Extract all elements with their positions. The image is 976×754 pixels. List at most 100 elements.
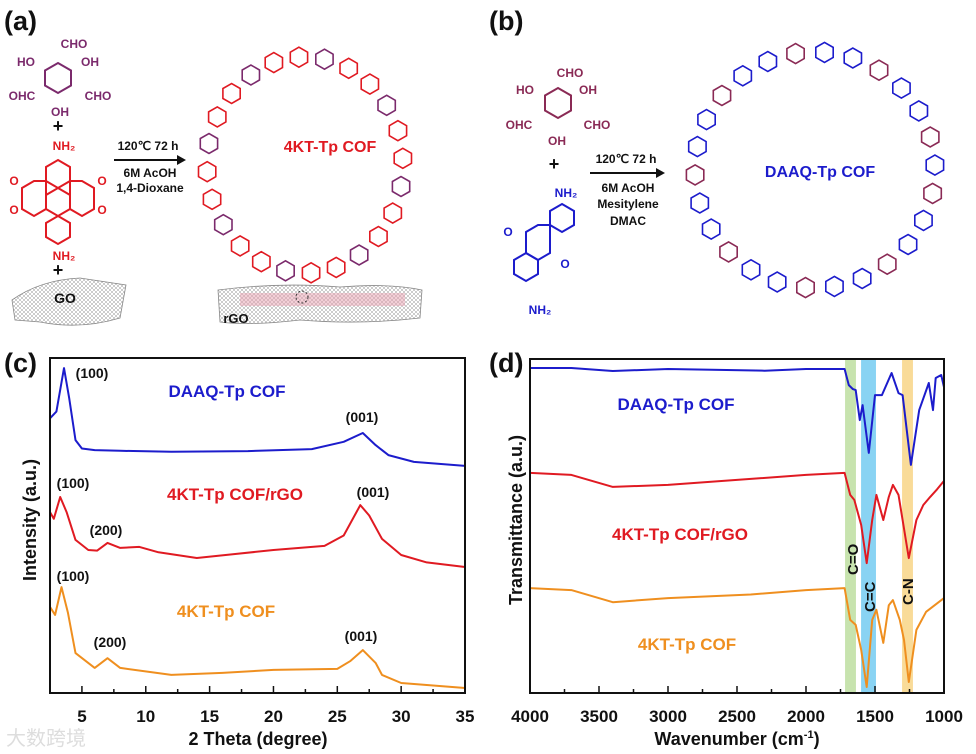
benzene-ring-icon <box>544 86 572 120</box>
hexagon-ring-icon <box>368 225 388 248</box>
condition-acid: 6M AcOH <box>124 166 177 180</box>
hexagon-ring-icon <box>388 119 408 142</box>
series-label: 4KT-Tp COF/rGO <box>612 525 748 544</box>
hexagon-ring-icon <box>202 188 222 211</box>
chem-label: OH <box>548 134 566 148</box>
plus-sign: + <box>549 154 560 174</box>
hexagon-ring-icon <box>869 59 889 82</box>
tp-monomer-a: CHO HO OH OHC CHO OH <box>9 37 112 119</box>
series-label: 4KT-Tp COF <box>638 635 736 654</box>
series-label: 4KT-Tp COF/rGO <box>167 485 303 504</box>
x-tick-label: 25 <box>328 707 347 726</box>
chem-label: HO <box>516 83 534 97</box>
hexagon-ring-icon <box>314 48 334 71</box>
hexagon-ring-icon <box>690 192 710 214</box>
condition-temperature: 120℃ 72 h <box>118 139 179 153</box>
hexagon-ring-icon <box>326 256 346 279</box>
hexagon-ring-icon <box>207 105 227 128</box>
peak-label: (100) <box>57 568 90 584</box>
hexagon-ring-icon <box>843 47 863 69</box>
svg-text:O: O <box>97 174 106 188</box>
hexagon-ring-icon <box>913 209 933 232</box>
hexagon-ring-icon <box>289 46 309 69</box>
peak-label: (001) <box>345 628 378 644</box>
x-axis-title: 2 Theta (degree) <box>188 729 327 749</box>
xrd-series-line-0 <box>49 367 466 467</box>
series-label: 4KT-Tp COF <box>177 602 275 621</box>
chem-label: NH₂ <box>53 249 76 263</box>
hexagon-ring-icon <box>391 175 411 198</box>
ftir-chart: 4000 3500 3000 2500 2000 1500 1000 C=OC=C C-N DA… <box>506 358 963 749</box>
x-tick-label: 4000 <box>511 707 549 726</box>
panel-label-b: (b) <box>489 6 523 36</box>
hexagon-ring-icon <box>741 258 761 281</box>
hexagon-ring-icon <box>360 73 380 96</box>
rgo-label: rGO <box>223 311 248 326</box>
hexagon-ring-icon <box>925 154 945 177</box>
x-tick-label: 3500 <box>580 707 618 726</box>
svg-text:O: O <box>97 203 106 217</box>
peak-label: (200) <box>94 634 127 650</box>
y-axis-title: Transmittance (a.u.) <box>506 435 526 605</box>
hexagon-ring-icon <box>824 275 844 298</box>
chem-label: OHC <box>506 118 533 132</box>
hexagon-ring-icon <box>687 135 707 158</box>
svg-text:O: O <box>503 225 512 239</box>
benzene-ring-icon <box>44 61 72 95</box>
peak-label: (200) <box>90 522 123 538</box>
hexagon-ring-icon <box>767 271 787 293</box>
hexagon-ring-icon <box>241 64 261 86</box>
hexagon-ring-icon <box>758 50 778 73</box>
tp-monomer-b: CHO HO OH OHC CHO OH <box>506 66 611 148</box>
hexagon-ring-icon <box>814 41 835 64</box>
x-tick-label: 1500 <box>856 707 894 726</box>
xrd-series-line-1 <box>49 496 466 568</box>
x-tick-label: 35 <box>456 707 475 726</box>
hexagon-ring-icon <box>383 202 403 225</box>
hexagon-ring-icon <box>898 233 918 256</box>
chem-label: HO <box>17 55 35 69</box>
x-axis-title: Wavenumber (cm-1) <box>654 729 819 749</box>
hexagon-ring-icon <box>222 82 241 105</box>
hexagon-ring-icon <box>230 234 250 257</box>
peak-label: (100) <box>57 475 90 491</box>
peak-label: (001) <box>346 409 379 425</box>
peak-label: (001) <box>357 484 390 500</box>
go-sheet: GO <box>11 277 127 326</box>
band-label: C=C <box>862 581 879 612</box>
chem-label: OH <box>81 55 99 69</box>
product-label-daaq-tp-cof: DAAQ-Tp COF <box>765 164 875 181</box>
hexagon-ring-icon <box>377 94 397 117</box>
x-tick-label: 10 <box>136 707 155 726</box>
svg-text:O: O <box>560 257 569 271</box>
hexagon-ring-icon <box>251 250 271 273</box>
x-tick-label: 5 <box>77 707 86 726</box>
hexagon-ring-icon <box>701 218 721 241</box>
panel-label-d: (d) <box>489 348 523 378</box>
chem-label: CHO <box>584 118 611 132</box>
hexagon-ring-icon <box>852 267 872 290</box>
hexagon-ring-icon <box>697 108 717 131</box>
condition-solvent-2: DMAC <box>610 214 646 228</box>
x-tick-label: 15 <box>200 707 219 726</box>
hexagon-ring-icon <box>733 64 753 87</box>
panel-label-c: (c) <box>4 348 37 378</box>
hexagon-ring-icon <box>712 84 732 107</box>
series-label: DAAQ-Tp COF <box>168 382 285 401</box>
ftir-series-line-0 <box>530 367 945 466</box>
daaq-monomer: NH₂ O O NH₂ <box>503 186 577 317</box>
scheme-a: CHO HO OH OHC CHO OH + NH₂ O O O O NH₂ + G… <box>9 37 423 326</box>
condition-solvent-1: Mesitylene <box>597 197 659 211</box>
chem-label: OHC <box>9 89 36 103</box>
chem-label: NH₂ <box>529 303 552 317</box>
band-label: C=O <box>845 543 862 575</box>
hexagon-ring-icon <box>685 163 705 186</box>
band-label: C-N <box>900 578 917 605</box>
x-tick-label: 1000 <box>925 707 963 726</box>
band-highlight <box>845 359 856 693</box>
x-tick-label: 30 <box>392 707 411 726</box>
hexagon-ring-icon <box>877 253 897 276</box>
ftir-series-line-1 <box>529 471 945 565</box>
chem-label: CHO <box>85 89 112 103</box>
